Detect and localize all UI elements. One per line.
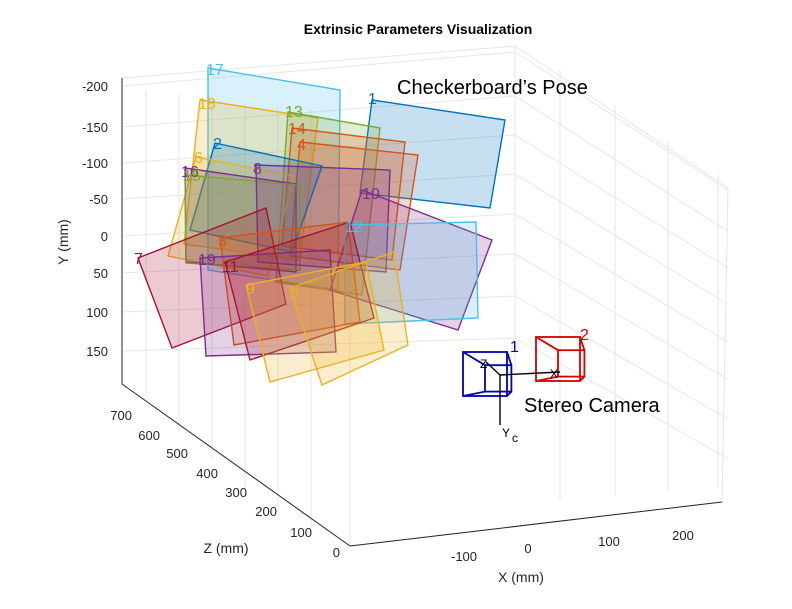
camera-y-axis-label: Y (502, 426, 510, 440)
camera-y-axis-subscript: c (512, 431, 518, 445)
tick-labels: -200-150-100-500501001500100200300400500… (82, 79, 694, 564)
checkerboard-plane-4 (289, 141, 419, 271)
chart-title: Extrinsic Parameters Visualization (304, 21, 533, 37)
axis-lines (121, 78, 723, 547)
checkerboard-plane-7 (137, 207, 287, 349)
checkerboard-plane-15 (184, 174, 301, 271)
camera-axes (485, 361, 561, 425)
z-tick-label: 300 (225, 485, 247, 500)
y-axis-label: Y (mm) (55, 219, 71, 265)
checkerboard-label-11: 11 (222, 259, 239, 276)
x-tick-label: 100 (598, 534, 620, 549)
checkerboard-pose-annotation: Checkerboard’s Pose (397, 77, 588, 99)
checkerboard-label-4: 4 (297, 137, 306, 154)
y-tick-label: -150 (82, 120, 108, 135)
checkerboard-label-15: 15 (183, 168, 201, 185)
checkerboard-label-10: 10 (362, 186, 380, 203)
checkerboard-plane-11 (224, 221, 375, 361)
checkerboard-label-17: 17 (206, 62, 224, 79)
checkerboard-label-5: 5 (290, 286, 299, 303)
checkerboard-label-8: 8 (253, 161, 262, 178)
x-tick-label: 200 (672, 528, 694, 543)
checkerboard-label-14: 14 (288, 121, 306, 138)
x-tick-label: 0 (524, 541, 531, 556)
checkerboard-label-19: 19 (198, 252, 216, 269)
y-tick-label: 150 (86, 344, 108, 359)
checkerboard-plane-6 (167, 156, 295, 277)
checkerboard-plane-19 (199, 249, 337, 357)
checkerboard-plane-9 (245, 261, 385, 383)
checkerboard-label-3: 3 (218, 233, 227, 250)
checkerboard-plane-1 (359, 99, 506, 209)
x-axis-label: X (mm) (498, 569, 544, 585)
checkerboard-label-13: 13 (285, 104, 303, 121)
checkerboard-label-9: 9 (246, 281, 255, 298)
camera-2-label: 2 (580, 327, 589, 344)
z-tick-label: 700 (110, 408, 132, 423)
checkerboard-label-12: 12 (345, 219, 363, 236)
checkerboard-plane-5 (289, 251, 409, 386)
checkerboard-label-18: 18 (198, 96, 216, 113)
z-tick-label: 400 (196, 466, 218, 481)
z-tick-label: 100 (290, 525, 312, 540)
y-tick-label: 0 (101, 229, 108, 244)
stereo-cameras: 1 2 Z X Y c (462, 327, 589, 445)
y-tick-label: -200 (82, 79, 108, 94)
z-tick-label: 200 (255, 504, 277, 519)
camera-x-axis-label: X (550, 367, 558, 381)
checkerboard-label-7: 7 (134, 251, 143, 268)
checkerboard-label-2: 2 (213, 136, 222, 153)
camera-z-axis-label: Z (480, 357, 487, 371)
checkerboard-plane-17 (207, 67, 341, 291)
x-tick-label: -100 (451, 549, 477, 564)
checkerboard-plane-12 (344, 221, 479, 325)
checkerboard-label-16: 16 (181, 164, 199, 181)
z-axis-label: Z (mm) (203, 540, 248, 556)
camera-2-frustum (535, 336, 586, 382)
checkerboard-label-1: 1 (368, 91, 377, 108)
stereo-camera-annotation: Stereo Camera (524, 395, 660, 417)
y-tick-label: 100 (86, 305, 108, 320)
z-tick-label: 0 (333, 545, 340, 560)
camera-1-label: 1 (510, 339, 519, 356)
y-tick-label: 50 (94, 266, 108, 281)
z-tick-label: 600 (138, 428, 160, 443)
checkerboard-label-6: 6 (194, 150, 203, 167)
z-tick-label: 500 (166, 446, 188, 461)
y-tick-label: -100 (82, 156, 108, 171)
y-tick-label: -50 (89, 192, 108, 207)
